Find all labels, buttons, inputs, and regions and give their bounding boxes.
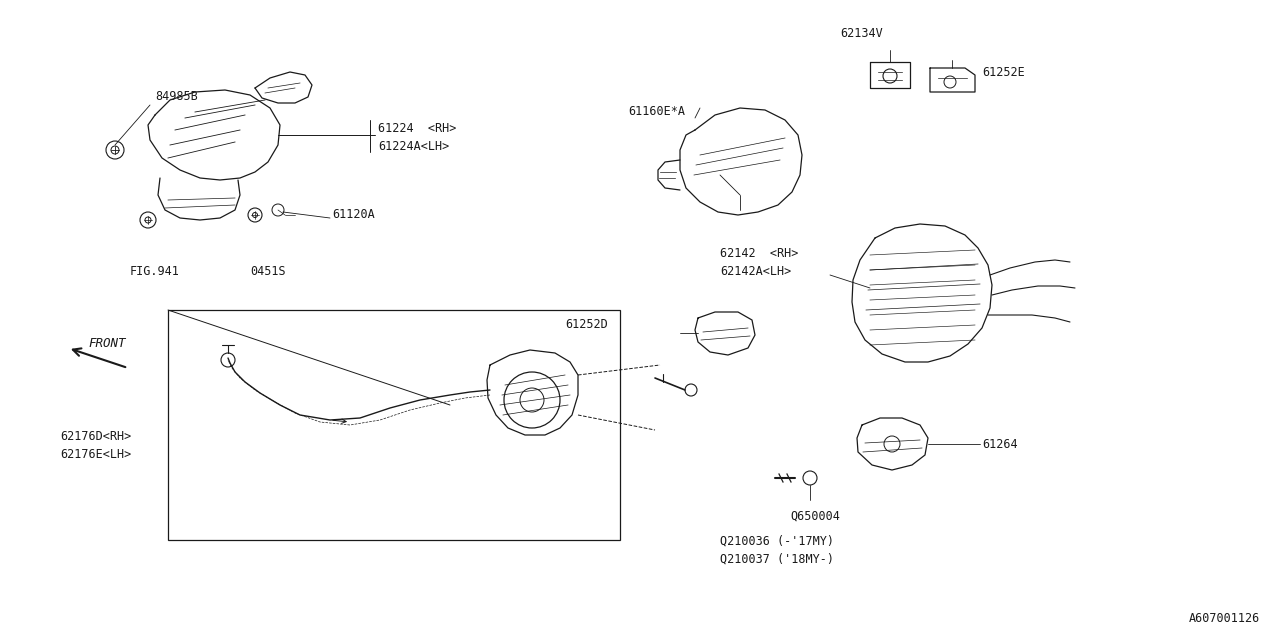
Text: 62176E<LH>: 62176E<LH> xyxy=(60,448,132,461)
Text: 61160E*A: 61160E*A xyxy=(628,105,685,118)
Text: Q210036 (-'17MY): Q210036 (-'17MY) xyxy=(719,535,835,548)
Text: 62134V: 62134V xyxy=(840,27,883,40)
Text: 61252D: 61252D xyxy=(564,319,608,332)
Text: 61120A: 61120A xyxy=(332,209,375,221)
Text: 61252E: 61252E xyxy=(982,65,1025,79)
Text: A607001126: A607001126 xyxy=(1189,612,1260,625)
Text: 84985B: 84985B xyxy=(155,90,197,103)
Text: FIG.941: FIG.941 xyxy=(131,265,180,278)
Text: Q650004: Q650004 xyxy=(790,510,840,523)
Text: 61224A<LH>: 61224A<LH> xyxy=(378,140,449,153)
Text: Q210037 ('18MY-): Q210037 ('18MY-) xyxy=(719,553,835,566)
Text: 61264: 61264 xyxy=(982,438,1018,451)
Bar xyxy=(168,310,620,540)
Text: 62142A<LH>: 62142A<LH> xyxy=(719,265,791,278)
Text: 0451S: 0451S xyxy=(250,265,285,278)
Text: FRONT: FRONT xyxy=(88,337,125,350)
Text: 61224  <RH>: 61224 <RH> xyxy=(378,122,457,135)
Text: 62176D<RH>: 62176D<RH> xyxy=(60,430,132,443)
Text: 62142  <RH>: 62142 <RH> xyxy=(719,247,799,260)
